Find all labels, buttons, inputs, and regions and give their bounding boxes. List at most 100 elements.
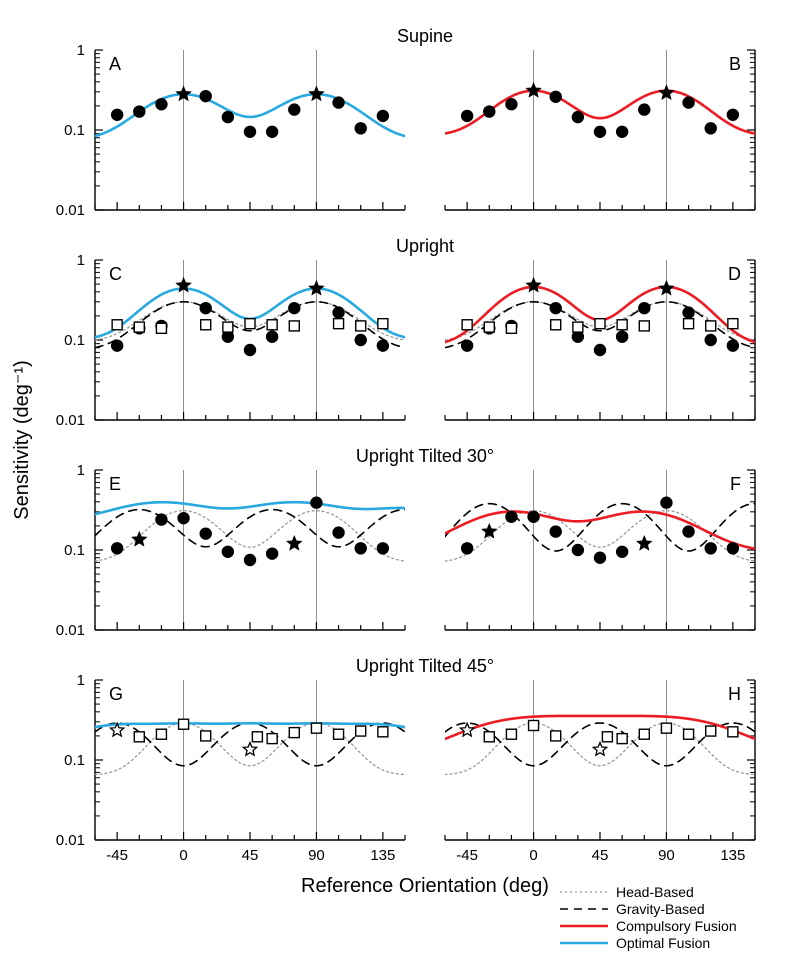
data-point bbox=[289, 303, 300, 314]
data-square bbox=[134, 322, 144, 332]
data-point bbox=[661, 497, 672, 508]
data-point bbox=[201, 731, 211, 741]
y-tick-label: 0.01 bbox=[56, 832, 85, 849]
data-point bbox=[705, 335, 716, 346]
data-square bbox=[201, 320, 211, 330]
y-tick-label: 0.1 bbox=[64, 542, 85, 559]
x-tick-label: -45 bbox=[456, 847, 478, 864]
data-point bbox=[595, 552, 606, 563]
y-tick-label: 0.01 bbox=[56, 622, 85, 639]
data-square bbox=[595, 319, 605, 329]
data-point bbox=[484, 732, 494, 742]
data-point bbox=[617, 126, 628, 137]
data-point bbox=[705, 123, 716, 134]
data-point bbox=[267, 126, 278, 137]
data-point bbox=[727, 340, 738, 351]
data-point bbox=[506, 729, 516, 739]
data-point bbox=[727, 109, 738, 120]
data-point bbox=[684, 729, 694, 739]
data-point bbox=[377, 543, 388, 554]
legend-label: Head-Based bbox=[616, 884, 694, 900]
data-point bbox=[462, 340, 473, 351]
x-axis-label: Reference Orientation (deg) bbox=[301, 875, 549, 897]
data-point bbox=[572, 331, 583, 342]
data-point bbox=[112, 543, 123, 554]
data-square bbox=[506, 323, 516, 333]
figure-svg: Sensitivity (deg⁻¹)Supine0.010.11ABUprig… bbox=[0, 0, 800, 958]
data-point bbox=[639, 104, 650, 115]
data-square bbox=[551, 320, 561, 330]
panel-letter: B bbox=[729, 54, 741, 74]
x-tick-label: 90 bbox=[308, 847, 325, 864]
y-axis-label: Sensitivity (deg⁻¹) bbox=[11, 360, 33, 520]
data-point bbox=[377, 340, 388, 351]
data-square bbox=[223, 322, 233, 332]
data-point bbox=[484, 106, 495, 117]
data-point bbox=[595, 126, 606, 137]
data-point bbox=[617, 734, 627, 744]
data-point bbox=[617, 546, 628, 557]
data-point bbox=[550, 303, 561, 314]
data-point bbox=[378, 727, 388, 737]
data-point bbox=[639, 729, 649, 739]
data-square bbox=[639, 321, 649, 331]
x-tick-label: 45 bbox=[242, 847, 259, 864]
y-tick-label: 0.1 bbox=[64, 332, 85, 349]
data-point bbox=[334, 729, 344, 739]
x-tick-label: 135 bbox=[370, 847, 395, 864]
row-title: Upright bbox=[396, 236, 454, 256]
data-point bbox=[156, 99, 167, 110]
data-point bbox=[705, 543, 716, 554]
legend-label: Compulsory Fusion bbox=[616, 918, 737, 934]
data-point bbox=[377, 110, 388, 121]
data-point bbox=[252, 732, 262, 742]
data-square bbox=[684, 319, 694, 329]
data-point bbox=[245, 554, 256, 565]
y-tick-label: 1 bbox=[77, 462, 85, 479]
data-point bbox=[311, 497, 322, 508]
data-point bbox=[200, 91, 211, 102]
data-point bbox=[355, 123, 366, 134]
row-title: Supine bbox=[397, 26, 453, 46]
y-tick-label: 1 bbox=[77, 42, 85, 59]
data-point bbox=[355, 335, 366, 346]
data-point bbox=[356, 726, 366, 736]
data-square bbox=[706, 321, 716, 331]
y-tick-label: 0.1 bbox=[64, 122, 85, 139]
data-point bbox=[727, 543, 738, 554]
data-point bbox=[551, 731, 561, 741]
data-point bbox=[572, 545, 583, 556]
data-point bbox=[156, 729, 166, 739]
x-tick-label: 45 bbox=[592, 847, 609, 864]
data-point bbox=[112, 109, 123, 120]
data-point bbox=[639, 303, 650, 314]
x-tick-label: 0 bbox=[529, 847, 537, 864]
data-point bbox=[134, 732, 144, 742]
data-square bbox=[112, 320, 122, 330]
data-square bbox=[728, 319, 738, 329]
data-point bbox=[355, 543, 366, 554]
panel-letter: H bbox=[728, 684, 741, 704]
panel-letter: E bbox=[109, 474, 121, 494]
data-point bbox=[179, 719, 189, 729]
data-square bbox=[245, 319, 255, 329]
data-point bbox=[529, 720, 539, 730]
data-point bbox=[462, 110, 473, 121]
data-point bbox=[333, 527, 344, 538]
data-point bbox=[506, 511, 517, 522]
panel-letter: G bbox=[109, 684, 123, 704]
data-point bbox=[267, 734, 277, 744]
data-point bbox=[595, 344, 606, 355]
data-point bbox=[602, 732, 612, 742]
data-point bbox=[683, 307, 694, 318]
data-point bbox=[289, 728, 299, 738]
data-point bbox=[528, 511, 539, 522]
data-point bbox=[683, 526, 694, 537]
data-point bbox=[267, 548, 278, 559]
panel-letter: F bbox=[730, 474, 741, 494]
data-point bbox=[245, 126, 256, 137]
data-point bbox=[267, 331, 278, 342]
data-point bbox=[134, 106, 145, 117]
legend-label: Gravity-Based bbox=[616, 901, 705, 917]
data-point bbox=[112, 340, 123, 351]
